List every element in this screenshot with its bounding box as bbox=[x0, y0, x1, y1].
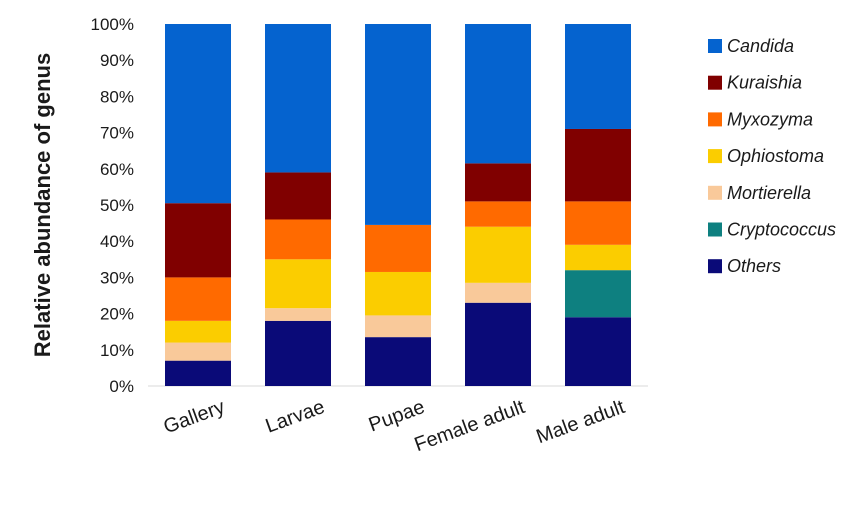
bar-segment-mortierella bbox=[265, 308, 331, 321]
bar-segment-cryptococcus bbox=[565, 270, 631, 318]
legend-label: Candida bbox=[727, 36, 794, 56]
x-tick-label: Larvae bbox=[263, 396, 328, 438]
bar-segment-ophiostoma bbox=[265, 259, 331, 309]
legend-label: Cryptococcus bbox=[727, 220, 836, 240]
legend-item: Mortierella bbox=[708, 183, 811, 203]
y-tick-label: 30% bbox=[100, 268, 134, 287]
bar-segment-candida bbox=[165, 24, 231, 204]
legend-item: Ophiostoma bbox=[708, 146, 824, 166]
bar-segment-kuraishia bbox=[465, 163, 531, 202]
y-tick-label: 90% bbox=[100, 51, 134, 70]
bar-segment-candida bbox=[465, 24, 531, 164]
bar-segment-candida bbox=[365, 24, 431, 225]
legend-label: Myxozyma bbox=[727, 109, 813, 129]
bar-segment-myxozyma bbox=[365, 224, 431, 272]
y-tick-label: 60% bbox=[100, 160, 134, 179]
x-tick-label: Male adult bbox=[533, 396, 628, 448]
bar-segment-ophiostoma bbox=[365, 271, 431, 316]
legend-item: Myxozyma bbox=[708, 109, 813, 129]
bar-segment-candida bbox=[265, 24, 331, 173]
legend-item: Kuraishia bbox=[708, 73, 802, 93]
bar-segment-kuraishia bbox=[265, 172, 331, 220]
legend-item: Cryptococcus bbox=[708, 220, 836, 240]
bar-segment-kuraishia bbox=[165, 203, 231, 278]
y-tick-label: 20% bbox=[100, 305, 134, 324]
legend-swatch bbox=[708, 149, 722, 164]
bar-segment-ophiostoma bbox=[565, 244, 631, 271]
bar-segment-candida bbox=[565, 24, 631, 129]
bar-segment-others bbox=[365, 337, 431, 386]
y-tick-label: 100% bbox=[91, 15, 134, 34]
bar-segment-myxozyma bbox=[465, 201, 531, 227]
x-tick-label: Gallery bbox=[161, 396, 228, 438]
bar-segment-others bbox=[165, 360, 231, 386]
bar-segment-others bbox=[465, 302, 531, 386]
legend-label: Others bbox=[727, 256, 781, 276]
x-tick-label: Female adult bbox=[412, 396, 529, 456]
bar-segment-mortierella bbox=[165, 342, 231, 361]
bar-layer bbox=[165, 24, 631, 386]
bar-segment-kuraishia bbox=[565, 128, 631, 202]
y-tick-label: 70% bbox=[100, 124, 134, 143]
legend-swatch bbox=[708, 39, 722, 53]
y-tick-label: 10% bbox=[100, 341, 134, 360]
legend-label: Mortierella bbox=[727, 183, 811, 203]
legend-swatch bbox=[708, 75, 722, 90]
y-tick-label: 40% bbox=[100, 232, 134, 251]
x-tick-label: Pupae bbox=[366, 396, 428, 436]
legend-swatch bbox=[708, 259, 722, 274]
legend-label: Ophiostoma bbox=[727, 146, 824, 166]
legend-item: Others bbox=[708, 256, 781, 276]
legend: Candida Kuraishia Myxozyma Ophiostoma Mortie… bbox=[708, 36, 836, 276]
bar-segment-mortierella bbox=[465, 282, 531, 303]
bar-segment-others bbox=[265, 320, 331, 386]
y-axis-title: Relative abundance of genus bbox=[30, 53, 55, 357]
legend-label: Kuraishia bbox=[727, 73, 802, 93]
bar-segment-ophiostoma bbox=[465, 226, 531, 283]
axis-layer: 0% 10% 20% 30% 40% 50% 60% 70% 80% 90% 100% bbox=[91, 15, 648, 396]
legend-item: Candida bbox=[708, 36, 794, 56]
bar-segment-ophiostoma bbox=[165, 320, 231, 343]
legend-swatch bbox=[708, 222, 722, 237]
bar-segment-myxozyma bbox=[165, 277, 231, 321]
legend-swatch bbox=[708, 112, 722, 127]
y-tick-label: 80% bbox=[100, 87, 134, 106]
bar-segment-mortierella bbox=[365, 315, 431, 338]
bar-segment-myxozyma bbox=[565, 201, 631, 245]
y-tick-label: 0% bbox=[109, 377, 134, 396]
legend-swatch bbox=[708, 185, 722, 200]
bar-segment-myxozyma bbox=[265, 219, 331, 260]
bar-segment-others bbox=[565, 317, 631, 386]
y-tick-label: 50% bbox=[100, 196, 134, 215]
